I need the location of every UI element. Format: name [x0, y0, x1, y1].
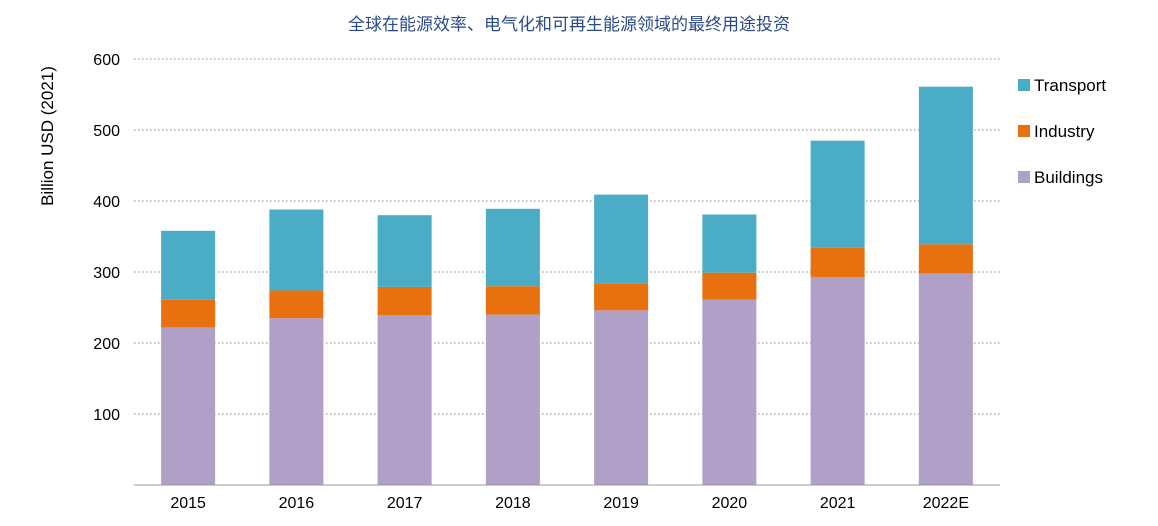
bars [161, 86, 973, 485]
y-tick-label: 200 [93, 336, 120, 353]
legend-swatch-buildings [1018, 171, 1030, 183]
x-tick-label: 2015 [170, 495, 206, 512]
y-tick-label: 300 [93, 265, 120, 282]
bar-buildings-2021 [810, 276, 865, 485]
bar-industry-2019 [594, 283, 649, 311]
bar-industry-2020 [702, 272, 757, 300]
x-tick-label: 2017 [387, 495, 423, 512]
bar-industry-2021 [810, 247, 865, 277]
bar-buildings-2017 [377, 315, 432, 485]
bar-transport-2018 [485, 208, 540, 287]
legend-swatch-industry [1018, 125, 1030, 137]
y-axis-ticks: 100 200 300 400 500 600 [93, 52, 120, 424]
legend-label-industry: Industry [1034, 122, 1095, 141]
bar-buildings-2015 [161, 327, 216, 485]
bar-industry-2022E [918, 244, 973, 274]
x-tick-label: 2020 [712, 495, 748, 512]
bar-buildings-2020 [702, 299, 757, 485]
legend-swatch-transport [1018, 79, 1030, 91]
bar-industry-2018 [485, 286, 540, 315]
gridlines [134, 58, 1000, 415]
x-tick-label: 2021 [820, 495, 856, 512]
x-tick-label: 2022E [923, 495, 969, 512]
bar-transport-2021 [810, 140, 865, 248]
legend-label-transport: Transport [1034, 76, 1106, 95]
y-axis-title: Billion USD (2021) [38, 66, 57, 206]
bar-buildings-2019 [594, 310, 649, 485]
bar-industry-2017 [377, 286, 432, 316]
x-tick-label: 2018 [495, 495, 531, 512]
bar-buildings-2022E [918, 273, 973, 485]
legend-label-buildings: Buildings [1034, 168, 1103, 187]
bar-industry-2016 [269, 290, 324, 319]
legend: Transport Industry Buildings [1018, 76, 1106, 187]
bar-transport-2016 [269, 209, 324, 291]
bar-transport-2022E [918, 86, 973, 245]
bar-transport-2017 [377, 215, 432, 287]
bar-transport-2020 [702, 214, 757, 273]
y-tick-label: 400 [93, 194, 120, 211]
chart-title: 全球在能源效率、电气化和可再生能源领域的最终用途投资 [348, 15, 790, 35]
y-tick-label: 500 [93, 123, 120, 140]
y-tick-label: 100 [93, 407, 120, 424]
bar-transport-2015 [161, 230, 216, 300]
bar-transport-2019 [594, 194, 649, 284]
x-tick-label: 2019 [603, 495, 639, 512]
bar-industry-2015 [161, 299, 216, 328]
x-tick-label: 2016 [279, 495, 315, 512]
bar-buildings-2016 [269, 318, 324, 485]
x-axis-ticks: 2015 2016 2017 2018 2019 2020 2021 2022E [170, 495, 969, 512]
bar-buildings-2018 [485, 314, 540, 485]
y-tick-label: 600 [93, 52, 120, 69]
